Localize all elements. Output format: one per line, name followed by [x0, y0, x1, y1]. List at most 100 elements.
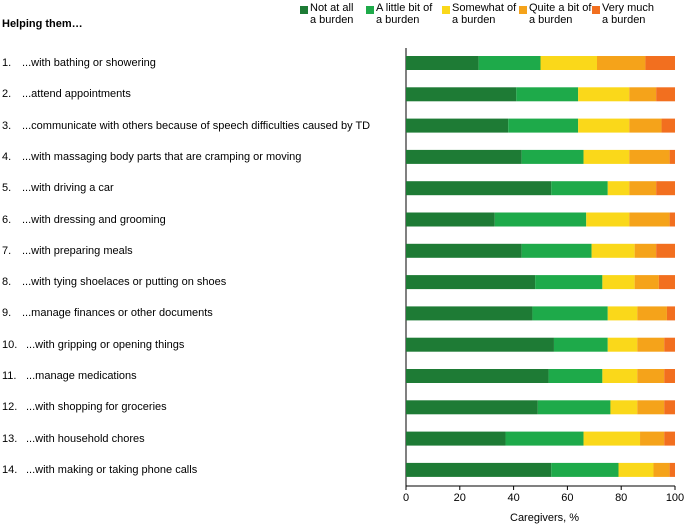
row-number: 6. — [2, 213, 12, 226]
row-label: ...with bathing or showering — [22, 57, 156, 69]
bar-segment — [578, 118, 630, 133]
row-number: 14. — [2, 463, 18, 476]
bar-segment — [669, 212, 675, 227]
bar-segment — [629, 212, 670, 227]
bar-segment — [578, 87, 630, 102]
row-label: ...with driving a car — [22, 182, 114, 195]
bar-segment — [516, 87, 579, 102]
bar-segment — [540, 56, 597, 70]
row-number: 1. — [2, 57, 12, 69]
bar-segment — [551, 181, 608, 196]
row-number: 10. — [2, 338, 18, 351]
row-number: 5. — [2, 182, 12, 195]
row-label: ...with tying shoelaces or putting on sh… — [22, 276, 227, 289]
bar-segment — [406, 337, 554, 352]
bar-segment — [653, 462, 670, 477]
legend-label-line1: A little bit of — [376, 2, 433, 14]
bar-segment — [521, 243, 592, 258]
bar-segment — [610, 400, 638, 415]
bar-segment — [607, 337, 638, 352]
bar-segment — [406, 149, 522, 164]
legend-swatch — [300, 6, 308, 14]
row-number: 4. — [2, 150, 12, 163]
bar-segment — [406, 462, 552, 477]
bar-segment — [664, 337, 675, 352]
row-number: 2. — [2, 88, 12, 101]
x-tick-label: 40 — [507, 492, 520, 504]
bar-segment — [637, 400, 665, 415]
row-number: 7. — [2, 244, 12, 257]
bar-segment — [664, 369, 675, 383]
bar-segment — [406, 369, 549, 383]
row-number: 12. — [2, 401, 18, 414]
bar-segment — [583, 431, 641, 446]
bar-segment — [591, 243, 635, 258]
bar-segment — [532, 306, 608, 321]
bar-segment — [629, 118, 662, 133]
chart-legend: Not at all a burden A little bit of a burde… — [300, 0, 685, 30]
bar-segment — [406, 400, 538, 415]
bar-segment — [645, 56, 675, 70]
bar-segment — [629, 87, 657, 102]
bar-segment — [406, 431, 506, 446]
bar-segment — [494, 212, 587, 227]
bar-segment — [618, 462, 654, 477]
bar-segment — [583, 149, 630, 164]
bar-segment — [666, 306, 675, 321]
row-label: ...with gripping or opening things — [26, 338, 185, 351]
legend-label-line1: Very much — [602, 2, 654, 14]
legend-swatch — [442, 6, 450, 14]
bar-segment — [505, 431, 584, 446]
bar-segment — [406, 118, 509, 133]
legend-label-line2: a burden — [376, 14, 420, 26]
bar-segment — [664, 400, 675, 415]
bar-segment — [607, 181, 630, 196]
row-label: ...with shopping for groceries — [26, 401, 167, 414]
bar-segment — [602, 369, 638, 383]
legend-label-line2: a burden — [310, 14, 354, 26]
legend-text: A little bit of a burden — [376, 2, 432, 26]
bar-segment — [634, 275, 659, 290]
bar-segment — [607, 306, 638, 321]
legend-label-line2: a burden — [452, 14, 496, 26]
bar-segment — [406, 87, 517, 102]
bar-segment — [602, 275, 635, 290]
row-label: ...manage finances or other documents — [22, 307, 213, 320]
row-label: ...with dressing and grooming — [22, 213, 166, 226]
bar-segment — [548, 369, 603, 383]
legend-text: Somewhat of a burden — [452, 2, 516, 26]
legend-text: Not at all a burden — [310, 2, 353, 26]
bar-segment — [406, 243, 522, 258]
bar-segment — [634, 243, 657, 258]
x-tick-label: 0 — [402, 492, 410, 504]
bar-segment — [406, 275, 536, 290]
legend-label-line2: a burden — [602, 14, 646, 26]
row-label: ...with household chores — [26, 432, 145, 445]
x-tick-label: 20 — [453, 492, 466, 504]
row-number: 9. — [2, 307, 12, 320]
x-tick-label: 80 — [615, 492, 628, 504]
legend-text: Quite a bit of a burden — [529, 2, 591, 26]
bar-segment — [508, 118, 579, 133]
bar-segment — [637, 369, 665, 383]
bar-segment — [478, 56, 541, 70]
legend-swatch — [366, 6, 374, 14]
bar-segment — [406, 56, 479, 70]
bar-segment — [629, 181, 657, 196]
legend-swatch — [519, 6, 527, 14]
bar-segment — [553, 337, 608, 352]
bar-segment — [656, 87, 675, 102]
row-label: ...with massaging body parts that are cr… — [22, 150, 302, 163]
legend-label-line1: Quite a bit of — [529, 2, 592, 14]
legend-text: Very much a burden — [602, 2, 654, 26]
row-number: 3. — [2, 119, 12, 132]
bar-segment — [669, 462, 675, 477]
bar-segment — [656, 243, 675, 258]
bar-segment — [669, 149, 675, 164]
bar-segment — [637, 306, 667, 321]
row-label: ...attend appointments — [22, 88, 131, 101]
row-number: 13. — [2, 432, 18, 445]
chart-heading: Helping them… — [2, 18, 83, 30]
bar-segment — [535, 275, 603, 290]
